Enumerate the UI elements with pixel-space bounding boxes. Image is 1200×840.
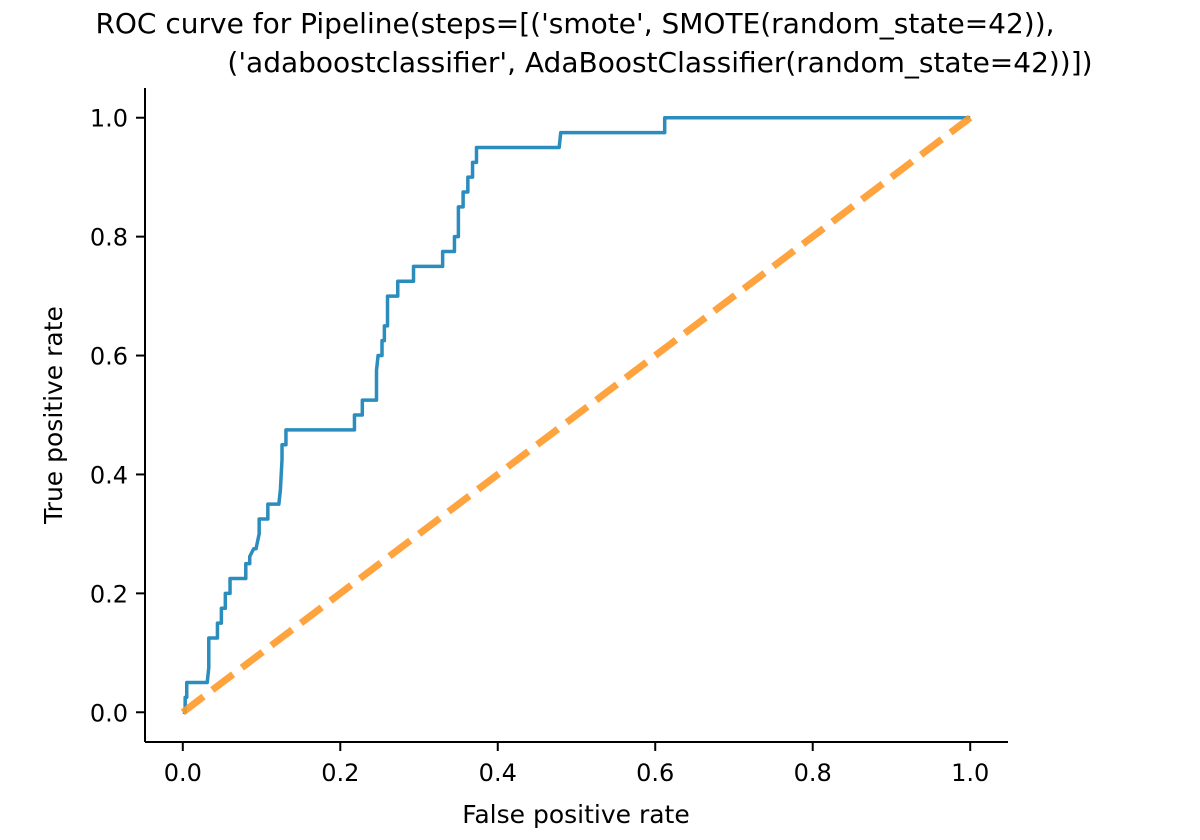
y-tick-label: 0.6: [90, 343, 128, 371]
roc-curve-line: [182, 115, 971, 715]
y-tick-label: 0.8: [90, 224, 128, 252]
chart-title-line-1: ROC curve for Pipeline(steps=[('smote', …: [95, 7, 1054, 40]
x-tick-label: 0.0: [164, 759, 202, 787]
y-tick-label: 0.2: [90, 580, 128, 608]
chance-diagonal-line: [180, 114, 973, 716]
x-tick-label: 0.2: [321, 759, 359, 787]
x-axis-label: False positive rate: [462, 800, 690, 829]
y-ticks: 0.0 0.2 0.4 0.6 0.8 1.0: [90, 105, 145, 727]
x-tick-label: 0.6: [636, 759, 674, 787]
y-tick-label: 0.0: [90, 699, 128, 727]
x-ticks: 0.0 0.2 0.4 0.6 0.8 1.0: [164, 742, 989, 787]
x-tick-label: 0.8: [794, 759, 832, 787]
chart-title-line-2: ('adaboostclassifier', AdaBoostClassifie…: [227, 46, 1092, 79]
y-tick-label: 1.0: [90, 105, 128, 133]
x-tick-label: 0.4: [479, 759, 517, 787]
y-axis-label: True positive rate: [39, 306, 68, 525]
x-tick-label: 1.0: [951, 759, 989, 787]
y-tick-label: 0.4: [90, 461, 128, 489]
series-layer: [180, 114, 973, 716]
